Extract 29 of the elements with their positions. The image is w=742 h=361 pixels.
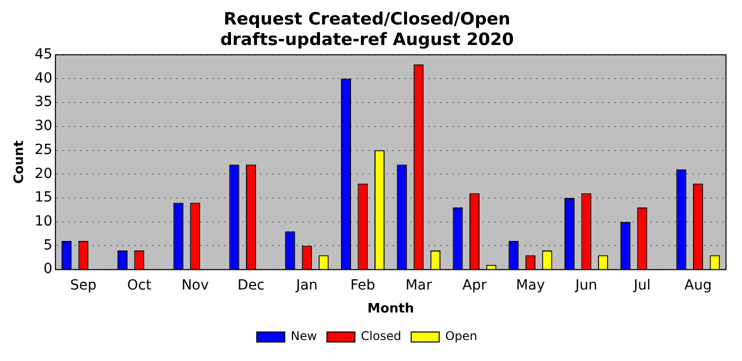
y-tick-label: 0 — [43, 261, 52, 278]
chart-title: Request Created/Closed/Open — [224, 10, 510, 30]
y-axis-title: Count — [12, 140, 28, 184]
y-tick-label: 5 — [43, 237, 52, 254]
y-tick-label: 40 — [34, 70, 52, 86]
x-tick-label: May — [516, 278, 545, 294]
y-tick-label: 20 — [34, 166, 52, 182]
y-tick-label: 15 — [34, 190, 52, 206]
x-tick-label: Jan — [295, 278, 318, 294]
x-tick-label: Dec — [237, 278, 265, 294]
x-axis-title: Month — [367, 302, 414, 317]
x-tick-label: Oct — [127, 278, 152, 294]
x-tick-label: Sep — [70, 278, 97, 294]
chart-subtitle: drafts-update-ref August 2020 — [220, 30, 514, 50]
x-tick-label: Jun — [574, 278, 598, 294]
y-tick-label: 25 — [34, 142, 52, 158]
legend-label: New — [290, 329, 318, 344]
x-tick-label: Mar — [405, 278, 432, 294]
x-tick-label: Jul — [632, 278, 651, 294]
x-tick-label: Nov — [181, 278, 209, 294]
legend-label: Open — [445, 329, 478, 344]
legend-label: Closed — [360, 329, 402, 344]
x-tick-label: Feb — [350, 278, 376, 294]
y-tick-label: 10 — [34, 214, 52, 230]
x-tick-label: Apr — [462, 278, 487, 294]
x-tick-label: Aug — [684, 278, 712, 294]
y-tick-label: 30 — [34, 118, 52, 134]
y-tick-label: 35 — [34, 94, 52, 110]
y-tick-label: 45 — [34, 46, 52, 62]
